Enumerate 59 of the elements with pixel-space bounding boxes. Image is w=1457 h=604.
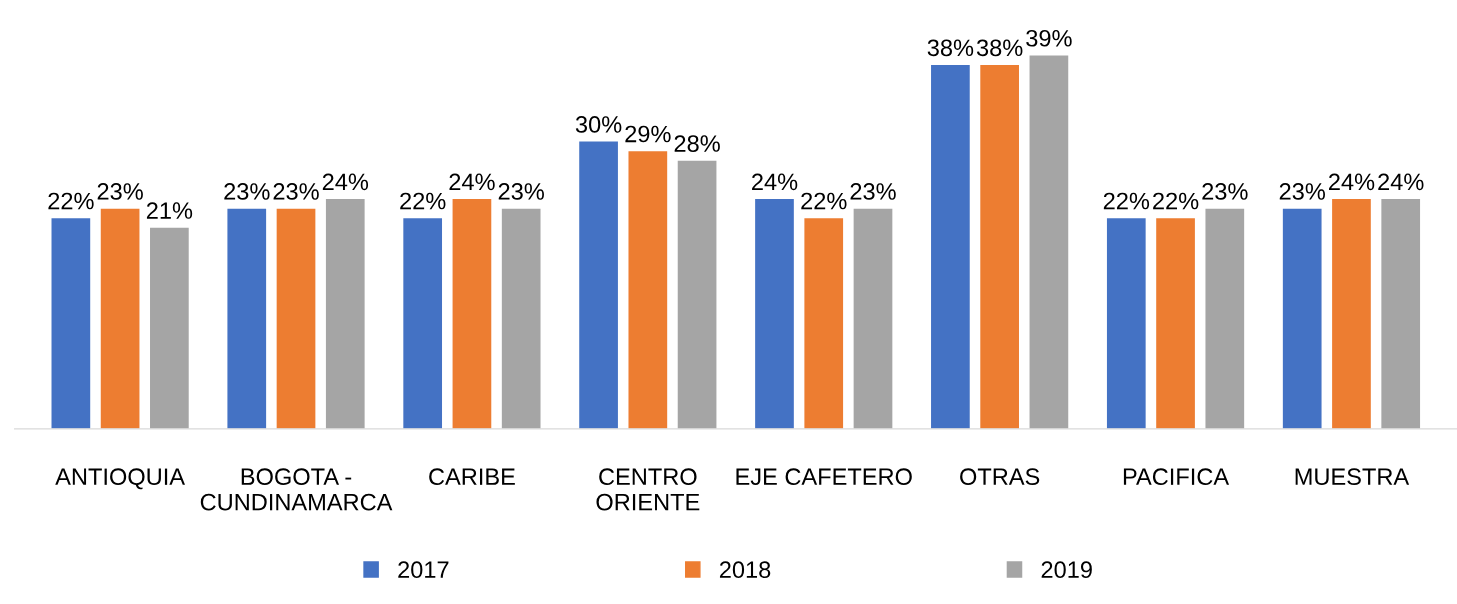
bar — [325, 199, 365, 429]
data-label: 23% — [97, 183, 143, 200]
data-label: 23% — [850, 183, 896, 200]
bar — [1381, 199, 1421, 429]
data-label: 28% — [674, 135, 720, 152]
bar — [579, 141, 618, 429]
bar — [150, 227, 189, 429]
data-label: 22% — [48, 192, 94, 210]
legend-label: 2018 — [719, 561, 771, 579]
x-tick-label: ANTIOQUIA — [55, 468, 185, 490]
bar — [1282, 208, 1322, 429]
x-tick-label: BOGOTA - CUNDINAMARCA — [200, 468, 393, 511]
data-label: 23% — [273, 183, 319, 200]
data-label: 23% — [1279, 183, 1325, 200]
data-label: 24% — [322, 173, 369, 191]
x-tick-label: EJE CAFETERO — [736, 468, 912, 486]
data-label: 29% — [625, 125, 671, 143]
bar — [51, 218, 91, 429]
bar — [628, 151, 668, 429]
data-label: 38% — [976, 39, 1023, 57]
data-label: 30% — [575, 116, 622, 133]
bar — [804, 218, 844, 429]
bar — [1106, 218, 1146, 429]
x-tick-label: PACIFICA — [1123, 468, 1230, 486]
data-label: 24% — [449, 173, 495, 191]
bar — [1029, 55, 1069, 429]
bar — [227, 208, 267, 429]
bar — [677, 160, 717, 429]
bar — [1156, 218, 1195, 429]
bar — [452, 199, 492, 429]
bar — [931, 65, 970, 429]
data-label: 21% — [146, 202, 193, 219]
x-tick-label: MUESTRA — [1295, 468, 1410, 486]
x-tick-label: OTRAS — [960, 468, 1040, 486]
data-label: 24% — [752, 173, 798, 191]
data-label: 22% — [1103, 192, 1150, 210]
bar — [403, 218, 443, 429]
bar — [980, 65, 1019, 429]
bar — [853, 208, 893, 429]
bar — [100, 208, 140, 429]
data-label: 23% — [224, 183, 270, 200]
x-tick-label: CENTRO ORIENTE — [596, 468, 700, 511]
bar — [1332, 199, 1371, 429]
data-label: 22% — [400, 192, 446, 210]
legend-label: 2019 — [1041, 561, 1092, 579]
bar — [755, 199, 794, 429]
data-label: 24% — [1378, 173, 1424, 191]
data-label: 24% — [1329, 173, 1375, 191]
data-label: 22% — [1153, 192, 1199, 210]
bar — [276, 208, 316, 429]
data-label: 23% — [1202, 183, 1248, 200]
bar — [1205, 208, 1245, 429]
legend-label: 2017 — [398, 561, 449, 579]
data-label: 22% — [801, 192, 847, 210]
data-label: 23% — [498, 183, 544, 200]
x-tick-label: CARIBE — [429, 468, 515, 486]
data-label: 38% — [927, 39, 974, 57]
bar — [501, 208, 541, 429]
data-label: 39% — [1026, 29, 1072, 47]
